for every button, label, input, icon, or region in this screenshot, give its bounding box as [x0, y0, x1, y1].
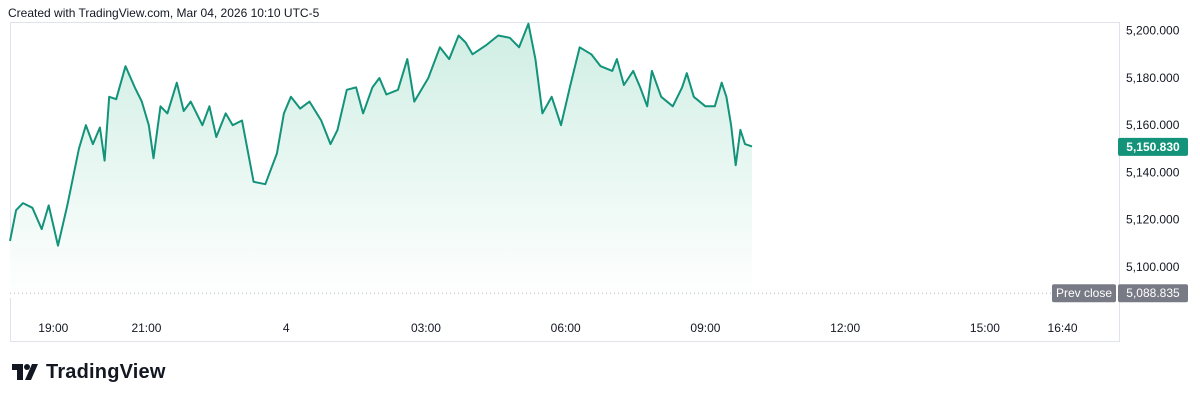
x-tick-label: 16:40: [1048, 321, 1078, 335]
x-tick-label: 4: [283, 321, 290, 335]
x-tick-label: 09:00: [690, 321, 720, 335]
x-tick-label: 19:00: [38, 321, 68, 335]
price-line: [9, 22, 753, 247]
prev-close-value-badge: [1118, 284, 1188, 303]
price-area-fill: [10, 23, 752, 298]
tradingview-brand[interactable]: TradingView: [12, 360, 166, 384]
y-tick-label: 5,140.000: [1126, 165, 1180, 179]
x-tick-label: 03:00: [411, 321, 441, 335]
last-price-value: 5,150.830: [1126, 140, 1180, 154]
chart-caption: Created with TradingView.com, Mar 04, 20…: [8, 6, 320, 20]
x-tick-label: 06:00: [551, 321, 581, 335]
y-tick-label: 5,180.000: [1126, 71, 1180, 85]
x-tick-label: 12:00: [830, 321, 860, 335]
last-price-badge: [1118, 137, 1188, 156]
prev-close-title-badge: [1052, 284, 1116, 303]
y-tick-label: 5,200.000: [1126, 24, 1180, 38]
prev-close-value: 5,088.835: [1126, 286, 1180, 300]
prev-close-title: Prev close: [1056, 286, 1112, 300]
chart-frame: [10, 22, 1120, 342]
tradingview-logo-icon: [12, 364, 38, 380]
y-tick-label: 5,100.000: [1126, 260, 1180, 274]
x-tick-label: 21:00: [131, 321, 161, 335]
price-chart[interactable]: 5,200.000 5,180.000 5,160.000 5,140.000 5,12…: [0, 0, 1200, 350]
y-tick-label: 5,160.000: [1126, 118, 1180, 132]
x-tick-label: 15:00: [970, 321, 1000, 335]
y-tick-label: 5,120.000: [1126, 213, 1180, 227]
tradingview-logo-text: TradingView: [46, 360, 166, 383]
